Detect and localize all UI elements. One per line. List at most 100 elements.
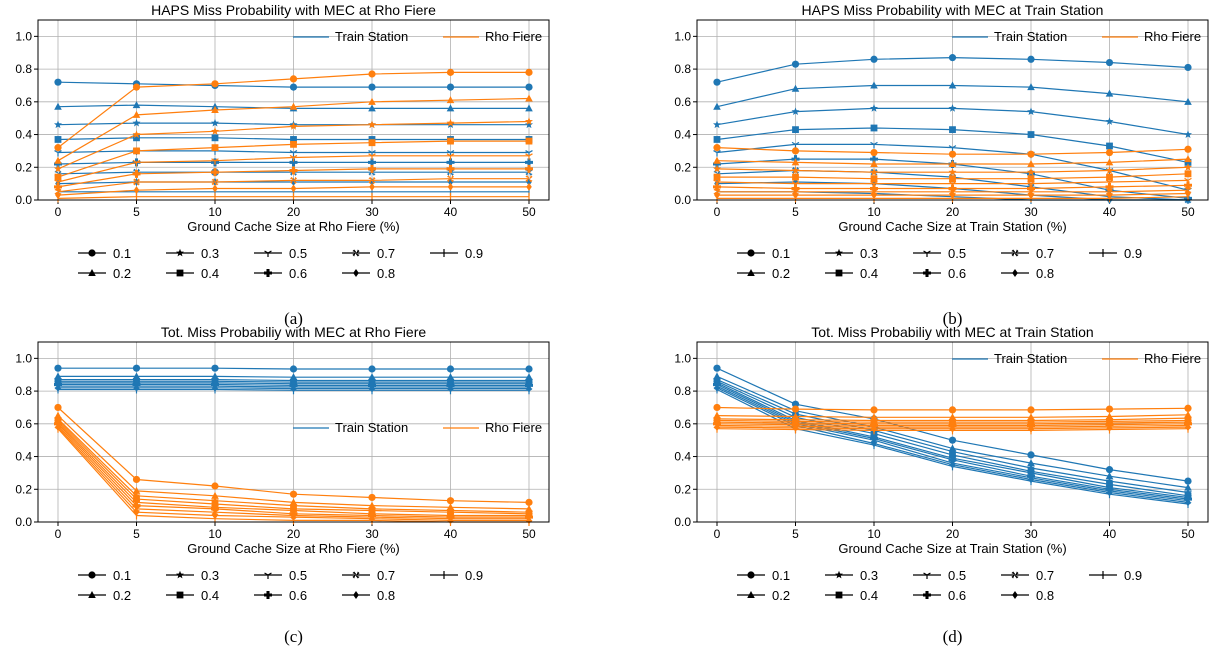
data-point <box>1027 459 1035 467</box>
data-point <box>713 156 721 164</box>
data-point <box>1105 148 1114 157</box>
data-point <box>1027 451 1035 459</box>
data-point <box>1184 404 1192 412</box>
x-tick-label: 10 <box>867 527 881 541</box>
data-point <box>211 118 219 127</box>
data-point <box>1184 97 1192 105</box>
data-point <box>289 166 298 175</box>
data-point <box>368 83 376 91</box>
data-point <box>368 139 376 147</box>
legend-marker-label: 0.4 <box>201 588 219 603</box>
x-axis-label: Ground Cache Size at Rho Fiere (%) <box>187 219 399 234</box>
data-point <box>54 160 62 168</box>
legend-marker-label: 0.9 <box>1124 246 1142 261</box>
panel-caption: (c) <box>284 627 303 646</box>
series-train-station-circle <box>713 54 1192 86</box>
y-tick-label: 0.2 <box>15 160 32 174</box>
y-tick-label: 0.2 <box>674 160 691 174</box>
data-point <box>949 126 956 134</box>
data-point <box>713 173 721 181</box>
legend-marker-tri-down <box>264 250 272 257</box>
data-point <box>1027 83 1035 91</box>
data-point <box>368 153 376 160</box>
series-legend: Train Station Rho Fiere <box>952 29 1201 44</box>
legend-marker-diamond <box>1012 591 1018 599</box>
legend-marker-label: 0.1 <box>772 246 790 261</box>
data-point <box>870 434 878 443</box>
y-tick-label: 0.6 <box>674 95 691 109</box>
data-point <box>447 137 454 145</box>
data-point <box>1106 142 1113 150</box>
y-tick-label: 0.4 <box>15 128 32 142</box>
x-tick-label: 20 <box>287 205 301 219</box>
data-point <box>368 176 376 184</box>
series-rho-fiere-triangle <box>54 94 533 164</box>
data-point <box>446 68 455 76</box>
x-tick-label: 30 <box>365 527 379 541</box>
plot-frame <box>37 341 550 523</box>
panel-caption: (b) <box>943 309 963 328</box>
data-point <box>54 364 62 372</box>
x-tick-label: 5 <box>133 527 140 541</box>
series-rho-fiere-diamond <box>55 182 532 200</box>
legend-marker-plus-filled <box>264 269 273 278</box>
x-axis-label: Ground Cache Size at Rho Fiere (%) <box>187 541 399 556</box>
legend-marker-diamond <box>353 591 359 599</box>
x-tick-label: 20 <box>946 205 960 219</box>
y-tick-label: 0.8 <box>674 384 691 398</box>
data-point <box>791 405 800 413</box>
legend-marker-label: 0.1 <box>772 568 790 583</box>
plot-frame <box>696 341 1209 523</box>
data-point <box>1106 173 1113 181</box>
legend-marker-label: 0.8 <box>1036 266 1054 281</box>
data-point <box>1027 175 1035 183</box>
chart-panel-a: 0 5 10 20 30 40 50 0.0 0.2 0.4 0.6 0.8 1.0 HAPS Miss … <box>15 2 550 328</box>
data-point <box>54 136 62 143</box>
series-train-station-triangle <box>713 81 1192 110</box>
legend-marker-label: 0.2 <box>772 588 790 603</box>
x-tick-label: 10 <box>867 205 881 219</box>
data-point <box>368 164 377 173</box>
data-point <box>446 153 455 160</box>
x-tick-label: 5 <box>133 205 140 219</box>
x-tick-label: 5 <box>792 205 799 219</box>
data-point <box>446 83 455 91</box>
data-point <box>368 493 376 502</box>
y-tick-label: 1.0 <box>674 29 691 43</box>
legend-marker-label: 0.3 <box>201 568 219 583</box>
data-point <box>289 154 298 162</box>
y-tick-label: 0.8 <box>15 384 32 398</box>
legend-label: Rho Fiere <box>1144 29 1201 44</box>
series-rho-fiere-plus-filled <box>54 164 533 191</box>
data-point <box>948 160 957 167</box>
data-point <box>713 102 721 110</box>
legend-marker-label: 0.1 <box>113 568 131 583</box>
data-point <box>870 104 878 112</box>
data-point <box>132 501 141 510</box>
y-tick-label: 0.4 <box>15 450 32 464</box>
data-point <box>132 118 141 127</box>
data-point <box>525 104 533 112</box>
data-point <box>368 365 376 373</box>
legend-marker-label: 0.6 <box>289 588 307 603</box>
data-point <box>211 144 219 152</box>
legend-marker-diamond <box>1012 269 1018 277</box>
y-tick-label: 0.6 <box>15 95 32 109</box>
panel-caption: (d) <box>943 627 963 646</box>
data-point <box>948 406 957 414</box>
data-point <box>791 166 800 174</box>
chart-title: HAPS Miss Probability with MEC at Train … <box>802 2 1104 18</box>
data-point <box>132 110 141 118</box>
plot-frame <box>37 19 550 201</box>
legend-marker-label: 0.2 <box>772 266 790 281</box>
data-point <box>1027 150 1035 158</box>
data-point <box>525 175 533 183</box>
data-point <box>525 164 533 173</box>
marker-legend: 0.1 0.2 0.3 0.4 0.5 0.6 0.7 0.8 0.9 <box>78 568 483 603</box>
data-point <box>211 127 219 135</box>
legend-marker-circle <box>88 571 96 579</box>
data-point <box>132 159 141 167</box>
data-point <box>289 490 298 498</box>
data-point <box>791 184 800 193</box>
data-point <box>526 182 532 191</box>
